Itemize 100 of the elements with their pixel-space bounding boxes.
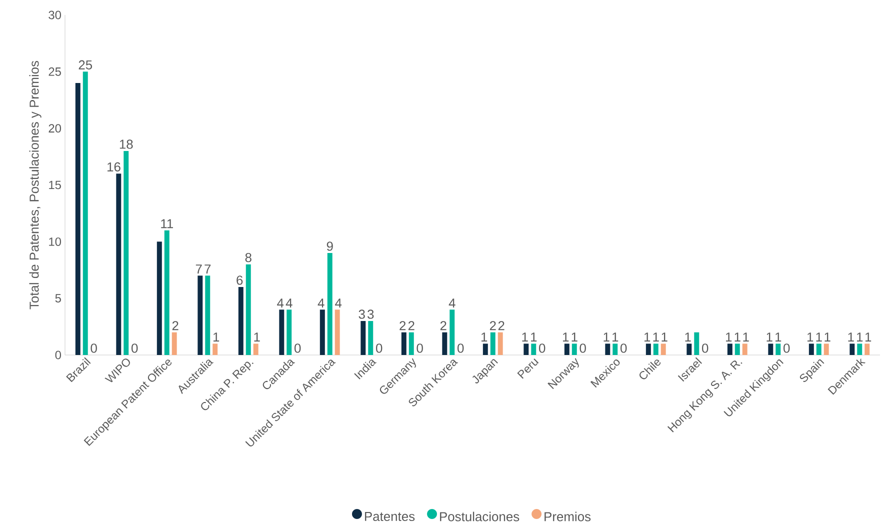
data-label: 1 xyxy=(824,332,830,342)
bar xyxy=(864,344,870,355)
data-label: 1 xyxy=(653,332,659,342)
data-label: 2 xyxy=(172,321,178,330)
data-label: 9 xyxy=(326,242,333,251)
data-label: 2 xyxy=(408,321,414,330)
bar xyxy=(124,151,129,355)
data-label: 18 xyxy=(120,140,133,149)
bar xyxy=(808,344,814,355)
bar xyxy=(605,344,610,355)
legend-label: Patentes xyxy=(365,512,415,522)
data-label: 7 xyxy=(204,264,211,274)
data-label: 3 xyxy=(368,310,374,319)
bar xyxy=(498,332,503,355)
data-label: 1 xyxy=(572,332,578,342)
bar xyxy=(253,344,258,355)
data-label: 4 xyxy=(448,298,456,308)
bar xyxy=(612,344,618,355)
bar xyxy=(116,174,122,355)
data-label: 0 xyxy=(416,344,423,353)
data-label: 1 xyxy=(743,332,749,342)
bar xyxy=(368,321,374,355)
bar xyxy=(653,344,658,355)
bar xyxy=(660,344,666,355)
bar xyxy=(238,287,244,355)
bar xyxy=(286,310,292,355)
bar xyxy=(857,344,862,355)
bar xyxy=(408,332,414,355)
bar xyxy=(727,344,732,355)
data-label: 1 xyxy=(644,332,650,342)
data-label: 0 xyxy=(580,344,586,353)
data-label: 1 xyxy=(481,332,488,342)
data-label: 1 xyxy=(865,332,872,342)
y-tick-label: 0 xyxy=(55,350,62,360)
data-label: 1 xyxy=(848,332,854,342)
bar xyxy=(442,332,448,355)
data-label: 1 xyxy=(531,332,537,342)
bar xyxy=(646,344,651,355)
y-tick-label: 5 xyxy=(55,294,61,302)
bar xyxy=(401,332,406,355)
data-label: 0 xyxy=(539,344,546,353)
bar xyxy=(564,344,570,355)
data-label: 2 xyxy=(400,321,406,330)
bar xyxy=(572,344,577,355)
bar xyxy=(734,344,740,355)
data-label: 4 xyxy=(318,298,324,308)
data-label: 1 xyxy=(776,332,782,342)
bar xyxy=(320,310,325,355)
data-label: 4 xyxy=(277,298,284,308)
bar xyxy=(156,242,162,355)
bar xyxy=(82,72,88,355)
data-label: 1 xyxy=(726,332,732,342)
data-label: 3 xyxy=(358,310,365,319)
data-label: 0 xyxy=(90,344,97,353)
bar xyxy=(450,310,455,355)
data-label: 0 xyxy=(702,344,708,353)
bar xyxy=(246,264,251,355)
bar xyxy=(686,344,692,355)
data-label: 4 xyxy=(286,298,292,308)
data-label: 0 xyxy=(376,344,382,353)
bar xyxy=(524,344,529,355)
bar xyxy=(694,332,700,355)
legend-label: Premios xyxy=(544,512,591,522)
data-label: 1 xyxy=(816,332,822,342)
y-tick-label: 15 xyxy=(49,180,61,190)
bar xyxy=(531,344,536,355)
y-tick-label: 20 xyxy=(48,124,62,133)
bar xyxy=(172,332,177,355)
y-axis-title: Total de Patentes, Postulaciones y Premios xyxy=(29,60,42,310)
data-label: 16 xyxy=(108,162,120,172)
data-label: 2 xyxy=(498,321,504,330)
data-label: 6 xyxy=(236,276,243,285)
data-label: 1 xyxy=(662,332,668,342)
data-label: 1 xyxy=(213,332,220,342)
y-tick-label: 10 xyxy=(49,237,62,246)
bar xyxy=(816,344,822,355)
data-label: 25 xyxy=(78,60,92,70)
data-label: 0 xyxy=(131,344,138,353)
data-label: 7 xyxy=(196,264,202,274)
data-label: 0 xyxy=(620,344,627,353)
y-tick-label: 25 xyxy=(48,67,61,76)
data-label: 4 xyxy=(335,298,342,308)
data-label: 1 xyxy=(254,332,260,342)
data-label: 8 xyxy=(245,252,252,262)
bar xyxy=(334,310,340,355)
bar xyxy=(205,276,210,355)
bar xyxy=(824,344,829,355)
bar xyxy=(850,344,855,355)
bar xyxy=(490,332,496,355)
data-label: 1 xyxy=(807,332,814,342)
data-label: 1 xyxy=(612,332,618,342)
bar xyxy=(164,230,170,355)
data-label: 1 xyxy=(685,332,691,342)
bar xyxy=(212,344,218,355)
data-label: 1 xyxy=(857,332,863,342)
data-label: 2 xyxy=(440,321,446,330)
legend-label: Postulaciones xyxy=(440,512,520,522)
data-label: 11 xyxy=(161,219,173,228)
data-label: 1 xyxy=(522,332,528,342)
bar xyxy=(742,344,748,355)
